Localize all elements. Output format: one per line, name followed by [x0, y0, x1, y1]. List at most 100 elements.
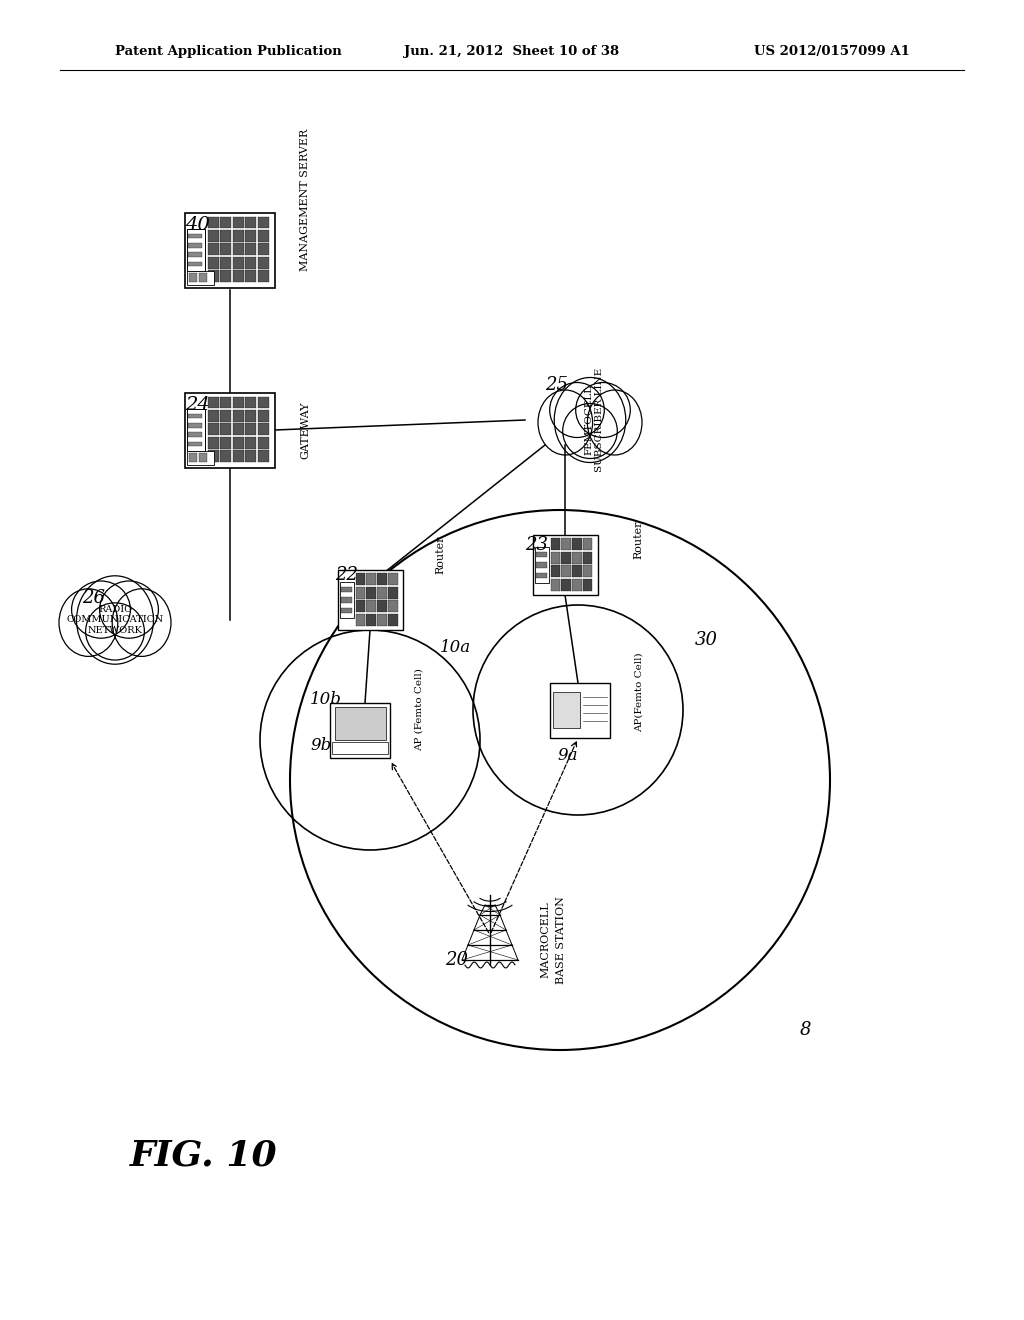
- FancyBboxPatch shape: [583, 565, 593, 577]
- FancyBboxPatch shape: [187, 230, 205, 271]
- FancyBboxPatch shape: [536, 573, 547, 578]
- FancyBboxPatch shape: [341, 587, 352, 593]
- FancyBboxPatch shape: [258, 271, 268, 282]
- FancyBboxPatch shape: [199, 453, 207, 462]
- FancyBboxPatch shape: [341, 607, 352, 612]
- FancyBboxPatch shape: [340, 582, 354, 618]
- FancyBboxPatch shape: [332, 742, 388, 754]
- Text: FIG. 10: FIG. 10: [130, 1138, 278, 1172]
- FancyBboxPatch shape: [245, 424, 256, 436]
- FancyBboxPatch shape: [367, 586, 376, 599]
- FancyBboxPatch shape: [536, 562, 547, 568]
- FancyBboxPatch shape: [572, 565, 582, 577]
- FancyBboxPatch shape: [561, 565, 571, 577]
- FancyBboxPatch shape: [388, 614, 397, 626]
- FancyBboxPatch shape: [187, 271, 214, 285]
- FancyBboxPatch shape: [535, 546, 549, 583]
- FancyBboxPatch shape: [377, 614, 387, 626]
- FancyBboxPatch shape: [232, 216, 244, 228]
- Text: 22: 22: [335, 566, 358, 583]
- FancyBboxPatch shape: [208, 243, 219, 255]
- FancyBboxPatch shape: [367, 614, 376, 626]
- Text: 10b: 10b: [310, 692, 342, 709]
- FancyBboxPatch shape: [572, 578, 582, 591]
- Text: 8: 8: [800, 1020, 811, 1039]
- FancyBboxPatch shape: [245, 437, 256, 449]
- FancyBboxPatch shape: [245, 230, 256, 242]
- FancyBboxPatch shape: [220, 230, 231, 242]
- FancyBboxPatch shape: [188, 414, 202, 418]
- Text: Jun. 21, 2012  Sheet 10 of 38: Jun. 21, 2012 Sheet 10 of 38: [404, 45, 620, 58]
- FancyBboxPatch shape: [185, 213, 275, 288]
- FancyBboxPatch shape: [232, 396, 244, 408]
- FancyBboxPatch shape: [572, 539, 582, 550]
- FancyBboxPatch shape: [367, 573, 376, 585]
- FancyBboxPatch shape: [245, 243, 256, 255]
- Text: 25: 25: [545, 376, 568, 393]
- Text: GATEWAY: GATEWAY: [300, 401, 310, 459]
- FancyBboxPatch shape: [551, 539, 560, 550]
- Text: 26: 26: [82, 589, 105, 607]
- FancyBboxPatch shape: [245, 216, 256, 228]
- FancyBboxPatch shape: [208, 230, 219, 242]
- FancyBboxPatch shape: [188, 433, 202, 437]
- FancyBboxPatch shape: [561, 539, 571, 550]
- FancyBboxPatch shape: [232, 243, 244, 255]
- FancyBboxPatch shape: [258, 230, 268, 242]
- FancyBboxPatch shape: [208, 271, 219, 282]
- FancyBboxPatch shape: [188, 424, 202, 428]
- Ellipse shape: [575, 383, 631, 437]
- FancyBboxPatch shape: [355, 573, 366, 585]
- FancyBboxPatch shape: [355, 601, 366, 612]
- Ellipse shape: [538, 389, 593, 455]
- FancyBboxPatch shape: [258, 396, 268, 408]
- Text: 10a: 10a: [440, 639, 471, 656]
- FancyBboxPatch shape: [388, 573, 397, 585]
- FancyBboxPatch shape: [258, 411, 268, 422]
- FancyBboxPatch shape: [188, 243, 202, 248]
- FancyBboxPatch shape: [551, 565, 560, 577]
- Ellipse shape: [563, 404, 617, 458]
- FancyBboxPatch shape: [245, 411, 256, 422]
- FancyBboxPatch shape: [232, 271, 244, 282]
- Ellipse shape: [550, 383, 604, 437]
- Text: AP(Femto Cell): AP(Femto Cell): [635, 652, 644, 731]
- FancyBboxPatch shape: [245, 396, 256, 408]
- FancyBboxPatch shape: [187, 451, 214, 465]
- FancyBboxPatch shape: [388, 586, 397, 599]
- Text: 23: 23: [525, 536, 548, 554]
- Ellipse shape: [77, 576, 154, 664]
- Text: MANAGEMENT SERVER: MANAGEMENT SERVER: [300, 129, 310, 271]
- Text: 9a: 9a: [557, 747, 578, 763]
- FancyBboxPatch shape: [245, 256, 256, 268]
- FancyBboxPatch shape: [377, 573, 387, 585]
- FancyBboxPatch shape: [208, 450, 219, 462]
- FancyBboxPatch shape: [551, 578, 560, 591]
- Ellipse shape: [588, 389, 642, 455]
- FancyBboxPatch shape: [208, 256, 219, 268]
- FancyBboxPatch shape: [220, 437, 231, 449]
- Text: 40: 40: [185, 216, 210, 234]
- Ellipse shape: [554, 378, 626, 462]
- FancyBboxPatch shape: [208, 411, 219, 422]
- FancyBboxPatch shape: [583, 539, 593, 550]
- FancyBboxPatch shape: [245, 450, 256, 462]
- FancyBboxPatch shape: [187, 409, 205, 450]
- Text: 24: 24: [185, 396, 210, 414]
- FancyBboxPatch shape: [550, 682, 610, 738]
- FancyBboxPatch shape: [341, 598, 352, 602]
- FancyBboxPatch shape: [561, 578, 571, 591]
- FancyBboxPatch shape: [583, 552, 593, 564]
- FancyBboxPatch shape: [188, 261, 202, 265]
- FancyBboxPatch shape: [189, 272, 197, 281]
- FancyBboxPatch shape: [220, 216, 231, 228]
- FancyBboxPatch shape: [232, 450, 244, 462]
- FancyBboxPatch shape: [572, 552, 582, 564]
- Text: MACROCELL: MACROCELL: [540, 902, 550, 978]
- FancyBboxPatch shape: [208, 396, 219, 408]
- FancyBboxPatch shape: [220, 424, 231, 436]
- Ellipse shape: [86, 603, 144, 660]
- FancyBboxPatch shape: [536, 552, 547, 557]
- FancyBboxPatch shape: [551, 552, 560, 564]
- Ellipse shape: [99, 581, 159, 638]
